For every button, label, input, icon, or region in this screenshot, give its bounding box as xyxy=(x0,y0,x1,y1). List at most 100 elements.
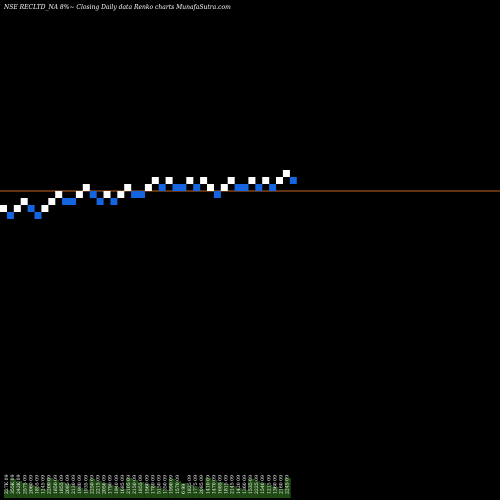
volume-label: 1360 09 xyxy=(242,475,248,494)
volume-label: 1685 09 xyxy=(120,475,126,494)
volume-label: 1815 09 xyxy=(224,475,230,494)
volume-bar xyxy=(150,486,157,498)
renko-brick-up xyxy=(207,184,214,191)
volume-label: 2225 09 xyxy=(254,475,260,494)
volume-bar xyxy=(223,484,230,498)
volume-bar xyxy=(58,482,65,498)
volume-label: 1850 09 xyxy=(53,475,59,494)
volume-bar xyxy=(168,479,175,498)
volume-bar xyxy=(144,484,151,498)
volume-bar xyxy=(205,478,212,498)
renko-brick-up xyxy=(144,184,152,191)
renko-bricks xyxy=(0,170,297,219)
renko-brick-up xyxy=(276,177,283,184)
renko-brick-up xyxy=(262,177,270,184)
renko-brick-down xyxy=(138,191,145,198)
volume-label: 2575 09 xyxy=(22,475,28,494)
renko-brick-up xyxy=(282,170,290,177)
volume-bar xyxy=(107,485,114,498)
volume-label: 1775 09 xyxy=(193,475,199,494)
volume-label: 2150 09 xyxy=(132,475,138,494)
renko-brick-down xyxy=(69,198,76,205)
volume-label: 1245 09 xyxy=(41,475,47,494)
volume-bar xyxy=(119,489,126,498)
volume-bar xyxy=(95,481,102,498)
volume-bar xyxy=(77,488,84,498)
renko-brick-up xyxy=(0,205,7,212)
volume-bar xyxy=(284,478,291,498)
volume-label: 2250 09 xyxy=(89,475,95,494)
volume-bar xyxy=(101,483,108,498)
volume-label: 5150 09 xyxy=(157,475,163,494)
volume-label: 1540 09 xyxy=(260,475,266,494)
renko-brick-down xyxy=(62,198,70,205)
volume-label: 6 99 xyxy=(181,484,187,494)
volume-bar xyxy=(174,481,181,498)
renko-brick-down xyxy=(213,191,221,198)
renko-brick-up xyxy=(227,177,235,184)
volume-label: 2245 09 xyxy=(285,475,291,494)
renko-brick-down xyxy=(289,177,297,184)
volume-bar xyxy=(52,480,59,498)
renko-brick-up xyxy=(48,198,56,205)
volume-label: 1420 09 xyxy=(236,475,242,494)
renko-brick-up xyxy=(200,177,208,184)
renko-brick-up xyxy=(186,177,194,184)
renko-brick-down xyxy=(179,184,187,191)
volume-bar xyxy=(278,489,285,498)
renko-brick-up xyxy=(124,184,132,191)
volume-bar xyxy=(248,479,255,498)
chart-title: NSE RECLTD_NA 8%~ Closing Daily data Ren… xyxy=(3,4,231,11)
volume-bar xyxy=(4,490,11,498)
volume-labels: 227K 09 355K 09 242K 09 2575 09 2060 09 1855 … xyxy=(4,474,291,494)
volume-bar xyxy=(126,478,133,498)
renko-brick-up xyxy=(13,205,21,212)
renko-brick-down xyxy=(241,184,249,191)
volume-bar xyxy=(217,482,224,498)
volume-bar xyxy=(211,480,218,498)
volume-bar xyxy=(83,490,90,498)
volume-bar xyxy=(235,488,242,498)
volume-bar xyxy=(266,485,273,498)
volume-label: 1560 09 xyxy=(144,475,150,494)
volume-bar xyxy=(89,479,96,498)
volume-label: 1535 09 xyxy=(248,475,254,494)
volume-bar xyxy=(46,478,53,498)
renko-brick-up xyxy=(82,184,90,191)
volume-label: 1790 09 xyxy=(108,475,114,494)
volume-area xyxy=(4,478,291,498)
volume-label: 1855 09 xyxy=(138,475,144,494)
renko-brick-down xyxy=(6,212,14,219)
volume-label: 2085 09 xyxy=(199,475,205,494)
volume-bar xyxy=(132,480,139,498)
volume-bar xyxy=(260,483,267,498)
volume-bar xyxy=(229,486,236,498)
volume-label: 2145 09 xyxy=(230,475,236,494)
volume-label: 1935 09 xyxy=(83,475,89,494)
volume-bar xyxy=(254,481,261,498)
renko-brick-up xyxy=(248,177,256,184)
volume-bar xyxy=(71,486,78,498)
volume-bar xyxy=(138,482,145,498)
volume-label: 355K 09 xyxy=(10,474,16,494)
volume-bar xyxy=(156,488,163,498)
volume-label: 1215 09 xyxy=(266,475,272,494)
volume-bar xyxy=(193,487,200,498)
volume-label: 1410 09 xyxy=(205,475,211,494)
volume-label: 1470 09 xyxy=(211,475,217,494)
volume-bar xyxy=(10,479,17,498)
renko-brick-down xyxy=(158,184,166,191)
volume-bar xyxy=(22,483,29,498)
volume-label: 1980 09 xyxy=(77,475,83,494)
volume-bar xyxy=(16,481,23,498)
volume-bar xyxy=(272,487,279,498)
volume-label: 2105 09 xyxy=(126,475,132,494)
renko-brick-down xyxy=(96,198,104,205)
volume-bar xyxy=(180,483,187,498)
renko-brick-up xyxy=(165,177,173,184)
renko-brick-down xyxy=(34,212,42,219)
volume-bar xyxy=(162,490,169,498)
renko-brick-up xyxy=(20,198,28,205)
